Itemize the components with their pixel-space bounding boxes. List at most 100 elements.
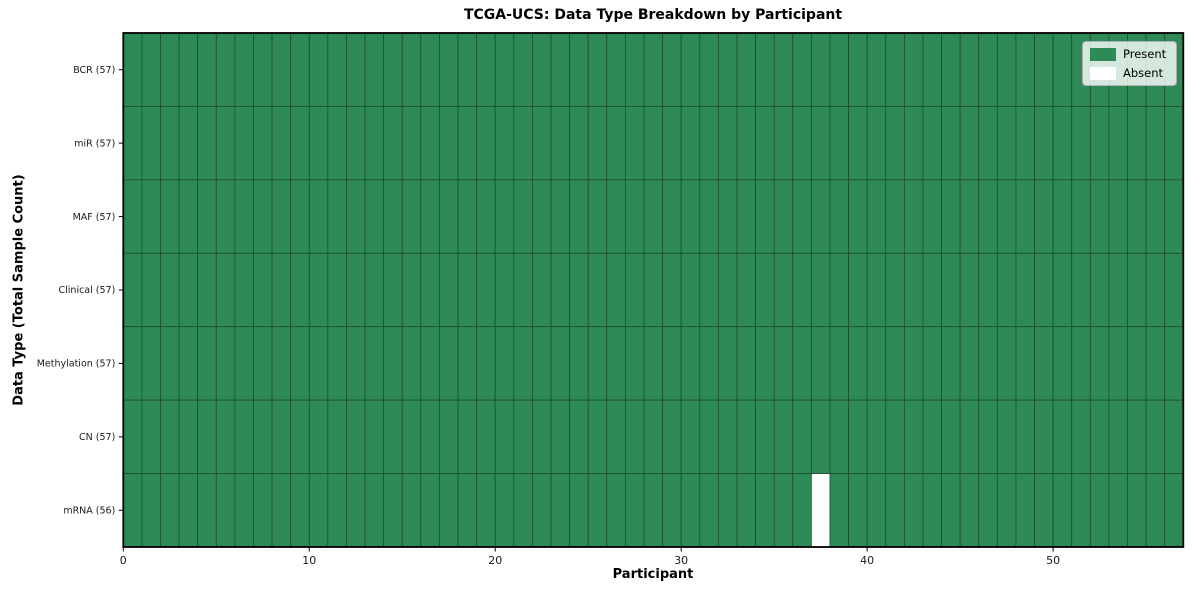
heatmap-cell: [494, 179, 515, 254]
heatmap-cell: [699, 473, 719, 548]
heatmap-cell: [1052, 326, 1073, 401]
heatmap-cell: [569, 473, 589, 548]
heatmap-cell: [160, 399, 180, 474]
heatmap-cell: [848, 399, 868, 474]
legend-swatch-present-icon: [1090, 47, 1116, 61]
heatmap-cell: [885, 326, 905, 401]
heatmap-cell: [122, 473, 143, 548]
heatmap-cell: [680, 106, 701, 181]
heatmap-cell: [439, 399, 459, 474]
heatmap-cell: [532, 32, 552, 107]
heatmap-cell: [308, 473, 329, 548]
heatmap-cell: [1071, 106, 1091, 181]
heatmap-cell: [606, 326, 626, 401]
heatmap-cell: [755, 399, 775, 474]
heatmap-cell: [680, 326, 701, 401]
heatmap-cell: [327, 473, 347, 548]
heatmap-cell: [439, 473, 459, 548]
heatmap-cell: [1089, 106, 1110, 181]
heatmap-cell: [587, 179, 608, 254]
heatmap-cell: [141, 326, 161, 401]
heatmap-cell: [866, 106, 887, 181]
heatmap-cell: [959, 32, 980, 107]
heatmap-cell: [308, 399, 329, 474]
heatmap-cell: [550, 106, 571, 181]
heatmap-cell: [513, 106, 533, 181]
heatmap-cell: [810, 473, 831, 548]
heatmap-cell: [903, 473, 924, 548]
heatmap-cell: [401, 252, 422, 328]
heatmap-cell: [253, 326, 273, 401]
heatmap-cell: [717, 326, 738, 401]
heatmap-cell: [1164, 252, 1184, 328]
heatmap-cell: [1127, 179, 1147, 254]
heatmap-cell: [420, 473, 440, 548]
heatmap-cell: [978, 473, 998, 548]
heatmap-cell: [308, 326, 329, 401]
heatmap-cell: [1089, 399, 1110, 474]
heatmap-cell: [476, 179, 496, 254]
heatmap-cell: [587, 106, 608, 181]
heatmap-cell: [141, 106, 161, 181]
heatmap-cell: [866, 399, 887, 474]
heatmap-cell: [1089, 326, 1110, 401]
heatmap-cell: [1145, 326, 1166, 401]
heatmap-cell: [253, 399, 273, 474]
heatmap-cell: [941, 473, 961, 548]
heatmap-cell: [327, 32, 347, 107]
heatmap-cell: [122, 326, 143, 401]
heatmap-cell: [253, 179, 273, 254]
heatmap-cell: [532, 252, 552, 328]
heatmap-cell: [922, 473, 942, 548]
heatmap-cell: [680, 473, 701, 548]
heatmap-cell: [141, 179, 161, 254]
heatmap-cell: [643, 179, 664, 254]
heatmap-cell: [1015, 106, 1035, 181]
heatmap-cell: [122, 399, 143, 474]
heatmap-cell: [122, 32, 143, 107]
heatmap-cell: [197, 399, 217, 474]
heatmap-cell: [271, 399, 292, 474]
heatmap-cell: [308, 32, 329, 107]
heatmap-cell: [959, 252, 980, 328]
heatmap-cell: [346, 399, 366, 474]
heatmap-cell: [922, 32, 942, 107]
heatmap-cell: [1089, 473, 1110, 548]
heatmap-cell: [1108, 473, 1128, 548]
heatmap-cell: [271, 326, 292, 401]
heatmap-cell: [717, 399, 738, 474]
heatmap-cell: [234, 179, 254, 254]
heatmap-cell: [197, 473, 217, 548]
heatmap-cell: [866, 179, 887, 254]
heatmap-cell: [866, 252, 887, 328]
heatmap-cell: [439, 106, 459, 181]
heatmap-cell: [141, 473, 161, 548]
heatmap-cell: [941, 106, 961, 181]
heatmap-cell: [550, 179, 571, 254]
heatmap-cell: [197, 179, 217, 254]
heatmap-cell: [1108, 252, 1128, 328]
heatmap-cell: [383, 32, 403, 107]
heatmap-cell: [1127, 473, 1147, 548]
heatmap-cell: [922, 326, 942, 401]
heatmap-cell: [1127, 399, 1147, 474]
heatmap-cell: [1015, 179, 1035, 254]
heatmap-cell: [773, 399, 794, 474]
x-tick-label: 0: [120, 554, 127, 567]
heatmap-cell: [587, 252, 608, 328]
heatmap-cell: [1164, 399, 1184, 474]
heatmap-cell: [1071, 252, 1091, 328]
heatmap-cell: [178, 179, 199, 254]
heatmap-cell: [959, 106, 980, 181]
heatmap-cell: [773, 326, 794, 401]
heatmap-cell: [364, 399, 385, 474]
heatmap-cell: [234, 252, 254, 328]
legend-swatch-absent-icon: [1090, 66, 1116, 80]
heatmap-cell: [755, 106, 775, 181]
heatmap-cell: [959, 473, 980, 548]
heatmap-cell: [253, 32, 273, 107]
heatmap-cell: [1034, 252, 1054, 328]
heatmap-cell: [569, 106, 589, 181]
heatmap-cell: [401, 179, 422, 254]
